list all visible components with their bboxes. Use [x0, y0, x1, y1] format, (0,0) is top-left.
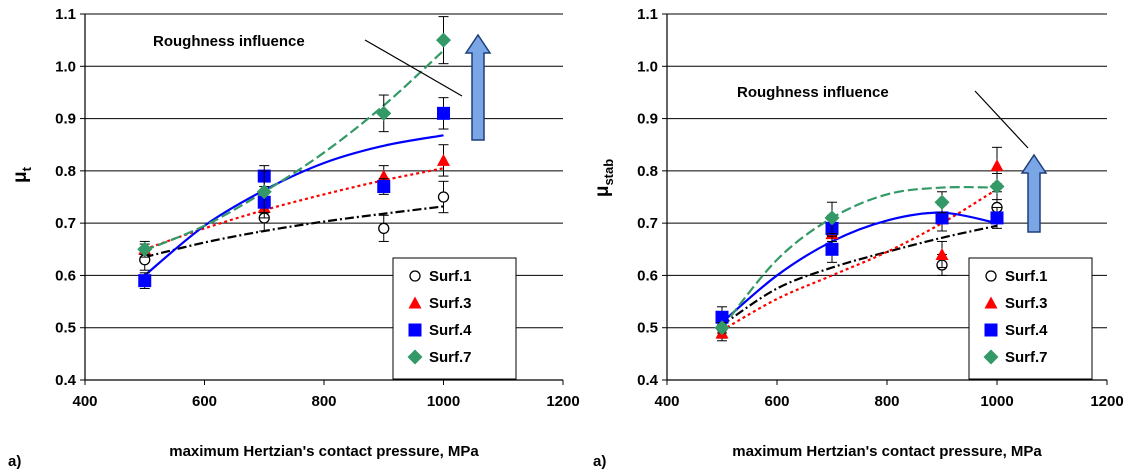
x-axis-label: maximum Hertzian's contact pressure, MPa: [732, 443, 1042, 460]
data-point-surf7: [256, 184, 272, 200]
roughness-arrow-icon: [464, 33, 492, 141]
y-tick-label: 0.7: [637, 215, 658, 232]
panel-label: a): [8, 453, 21, 470]
x-tick-label: 1000: [980, 393, 1013, 410]
y-tick-label: 0.6: [637, 267, 658, 284]
trendline-surf7: [721, 185, 998, 329]
annotation-text: Roughness influence: [737, 84, 889, 101]
legend: Surf.1 Surf.3 Surf.4 Surf.7: [392, 257, 517, 380]
legend-marker: [408, 296, 422, 309]
annotation-text: Roughness influence: [153, 33, 305, 50]
annotation-pointer: [364, 39, 463, 97]
data-point-surf4: [138, 274, 152, 288]
legend-label: Surf.1: [429, 268, 472, 285]
data-point-surf4: [825, 242, 839, 256]
legend-marker: [408, 323, 422, 337]
y-tick-label: 1.1: [637, 6, 658, 23]
trendline-surf4: [721, 211, 998, 324]
data-point-surf1: [437, 191, 450, 203]
legend-marker: [409, 270, 421, 282]
roughness-arrow-icon: [1020, 153, 1048, 233]
y-tick-label: 0.7: [55, 215, 76, 232]
y-tick-label: 0.5: [637, 320, 658, 337]
y-tick-label: 1.1: [55, 6, 76, 23]
y-axis-label-subscript: t: [19, 166, 34, 171]
data-point-surf7: [934, 194, 950, 210]
legend-marker: [984, 323, 998, 337]
data-point-surf7: [376, 105, 392, 121]
x-tick-label: 1200: [1090, 393, 1123, 410]
legend-marker: [983, 349, 999, 365]
legend-label: Surf.7: [1005, 349, 1048, 366]
x-tick-label: 600: [192, 393, 217, 410]
x-tick-label: 800: [311, 393, 336, 410]
trendline-surf4: [144, 134, 444, 277]
y-axis-label-main: μ: [10, 171, 31, 183]
data-point-surf7: [137, 241, 153, 257]
chart-panel-right: 0.4 0.5 0.6 0.7 0.8 0.9 1.0 1.1 400 600 800 1000 120…: [592, 6, 1124, 470]
y-tick-label: 1.0: [637, 58, 658, 75]
x-axis-label: maximum Hertzian's contact pressure, MPa: [169, 443, 479, 460]
legend-label: Surf.3: [429, 295, 472, 312]
y-tick-label: 0.6: [55, 267, 76, 284]
trendline-surf3: [144, 167, 444, 251]
data-point-surf4: [935, 211, 949, 225]
trendline-surf3: [721, 188, 998, 332]
legend-marker: [984, 296, 998, 309]
panel-label: a): [593, 453, 606, 470]
data-point-surf4: [990, 211, 1004, 225]
data-point-surf7: [989, 179, 1005, 195]
legend-label: Surf.1: [1005, 268, 1048, 285]
legend-label: Surf.4: [1005, 322, 1048, 339]
trendline-surf7: [144, 49, 445, 252]
y-tick-label: 0.9: [55, 111, 76, 128]
data-point-surf7: [714, 320, 730, 336]
x-tick-label: 1200: [546, 393, 579, 410]
x-tick-label: 800: [874, 393, 899, 410]
y-axis-label: μstab: [592, 159, 616, 197]
y-axis-label-subscript: stab: [601, 159, 616, 186]
y-tick-label: 0.4: [637, 372, 659, 389]
data-point-surf3: [437, 153, 450, 166]
x-tick-label: 400: [654, 393, 679, 410]
legend-label: Surf.4: [429, 322, 472, 339]
y-tick-label: 0.8: [55, 163, 76, 180]
legend-marker: [985, 270, 997, 282]
legend-label: Surf.3: [1005, 295, 1048, 312]
y-tick-label: 0.8: [637, 163, 658, 180]
trendline-surf1: [721, 224, 998, 327]
y-axis-label-main: μ: [592, 186, 613, 198]
annotation-pointer: [974, 90, 1029, 149]
y-tick-label: 1.0: [55, 58, 76, 75]
data-point-surf4: [715, 310, 729, 324]
legend-marker: [407, 349, 423, 365]
data-point-surf4: [377, 180, 391, 194]
x-tick-label: 400: [72, 393, 97, 410]
y-tick-label: 0.5: [55, 320, 76, 337]
chart-panel-left: 0.4 0.5 0.6 0.7 0.8 0.9 1.0 1.1 400 600 800 1000 120…: [8, 6, 580, 470]
legend-label: Surf.7: [429, 349, 472, 366]
data-point-surf4: [437, 106, 450, 120]
data-point-surf3: [990, 159, 1004, 172]
data-point-surf1: [378, 222, 390, 235]
data-point-surf7: [824, 210, 840, 226]
x-tick-label: 600: [764, 393, 789, 410]
y-axis-label: μt: [10, 166, 34, 183]
y-tick-label: 0.4: [55, 372, 77, 389]
legend: Surf.1 Surf.3 Surf.4 Surf.7: [968, 257, 1093, 380]
data-point-surf7: [436, 32, 451, 48]
trendline-surf1: [144, 205, 444, 259]
y-tick-label: 0.9: [637, 111, 658, 128]
x-tick-label: 1000: [427, 393, 460, 410]
data-point-surf3: [935, 248, 949, 261]
